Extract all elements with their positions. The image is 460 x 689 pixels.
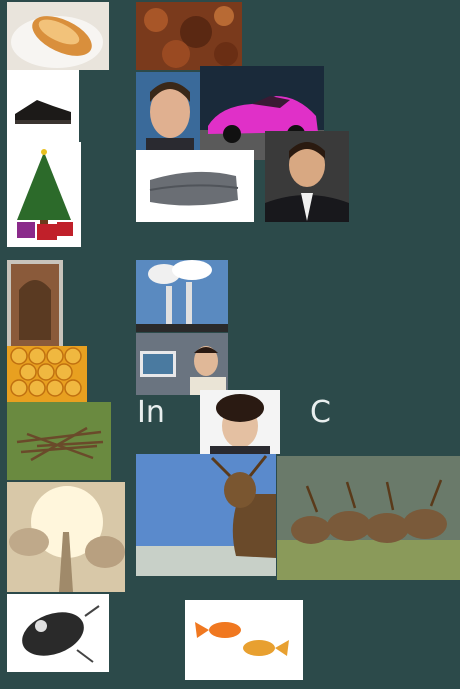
label-right: C — [310, 395, 331, 430]
fishing-lure-image — [7, 594, 109, 672]
label-left: In — [137, 395, 165, 430]
christmas-tree-image — [7, 142, 81, 247]
honeycomb-image — [7, 346, 87, 402]
tablet-guy-image — [136, 333, 228, 395]
curly-hair-man-image — [200, 390, 280, 454]
hotdog-bun-image — [7, 2, 109, 70]
man-selfie-image — [136, 72, 202, 150]
wooden-door-image — [7, 260, 63, 346]
dress-shoe-image — [7, 70, 79, 142]
heaven-stairway-image — [7, 482, 125, 592]
rust-texture-image — [136, 2, 242, 70]
folded-blanket-image — [136, 150, 254, 222]
single-deer-image — [136, 454, 276, 576]
goldfish-pair-image — [185, 600, 303, 680]
deer-herd-image — [277, 456, 460, 580]
pink-sports-car-image — [200, 66, 324, 160]
twig-nest-image — [7, 402, 111, 480]
man-in-suit-image — [265, 131, 349, 222]
factory-smokestacks-image — [136, 260, 228, 332]
